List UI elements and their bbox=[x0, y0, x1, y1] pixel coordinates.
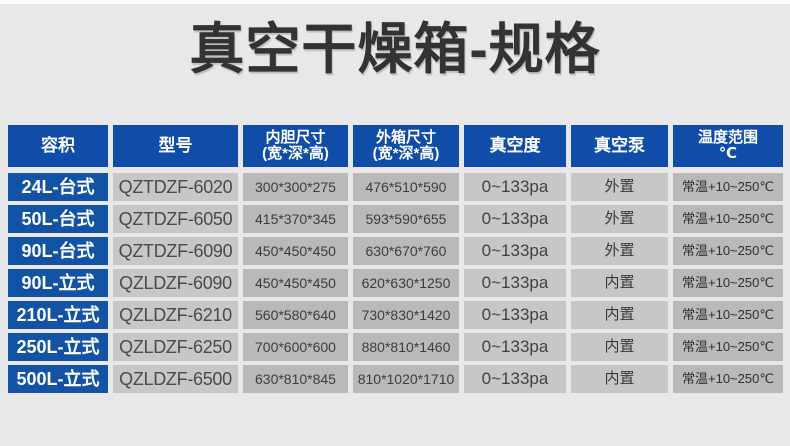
header-volume: 容积 bbox=[8, 125, 108, 167]
header-outer-size-sublabel: (宽*深*高) bbox=[372, 145, 440, 162]
page-title: 真空干燥箱-规格 bbox=[189, 18, 601, 80]
pump-cell: 内置 bbox=[571, 301, 668, 329]
table-row: 210L-立式 QZLDZF-6210 560*580*640 730*830*… bbox=[8, 301, 783, 329]
vacuum-cell: 0~133pa bbox=[464, 365, 566, 393]
table-row: 500L-立式 QZLDZF-6500 630*810*845 810*1020… bbox=[8, 365, 783, 393]
model-cell: QZLDZF-6090 bbox=[113, 269, 238, 297]
temp-range-cell: 常温+10~250℃ bbox=[673, 269, 783, 297]
outer-size-cell: 810*1020*1710 bbox=[353, 365, 459, 393]
temp-range-cell: 常温+10~250℃ bbox=[673, 365, 783, 393]
model-cell: QZLDZF-6210 bbox=[113, 301, 238, 329]
table-row: 90L-台式 QZTDZF-6090 450*450*450 630*670*7… bbox=[8, 237, 783, 265]
temp-range-cell: 常温+10~250℃ bbox=[673, 173, 783, 201]
outer-size-cell: 593*590*655 bbox=[353, 205, 459, 233]
outer-size-cell: 476*510*590 bbox=[353, 173, 459, 201]
temp-range-cell: 常温+10~250℃ bbox=[673, 301, 783, 329]
table-row: 90L-立式 QZLDZF-6090 450*450*450 620*630*1… bbox=[8, 269, 783, 297]
header-temp-range-sublabel: ℃ bbox=[718, 145, 738, 162]
pump-cell: 内置 bbox=[571, 365, 668, 393]
table-row: 50L-台式 QZTDZF-6050 415*370*345 593*590*6… bbox=[8, 205, 783, 233]
header-inner-size: 内胆尺寸 (宽*深*高) bbox=[243, 125, 348, 167]
header-temp-range: 温度范围 ℃ bbox=[673, 125, 783, 167]
header-vacuum-label: 真空度 bbox=[489, 136, 541, 156]
header-pump-label: 真空泵 bbox=[594, 136, 645, 156]
inner-size-cell: 450*450*450 bbox=[243, 237, 348, 265]
temp-range-cell: 常温+10~250℃ bbox=[673, 205, 783, 233]
vacuum-cell: 0~133pa bbox=[464, 237, 566, 265]
vacuum-cell: 0~133pa bbox=[464, 333, 566, 361]
outer-size-cell: 730*830*1420 bbox=[353, 301, 459, 329]
outer-size-cell: 620*630*1250 bbox=[353, 269, 459, 297]
model-cell: QZLDZF-6500 bbox=[113, 365, 238, 393]
inner-size-cell: 700*600*600 bbox=[243, 333, 348, 361]
model-cell: QZTDZF-6090 bbox=[113, 237, 238, 265]
table-row: 24L-台式 QZTDZF-6020 300*300*275 476*510*5… bbox=[8, 173, 783, 201]
model-cell: QZTDZF-6020 bbox=[113, 173, 238, 201]
header-volume-label: 容积 bbox=[41, 136, 75, 156]
inner-size-cell: 415*370*345 bbox=[243, 205, 348, 233]
table-header-row: 容积 型号 内胆尺寸 (宽*深*高) 外箱尺寸 (宽*深*高) 真空度 真空泵 温度… bbox=[8, 125, 783, 167]
header-inner-size-label: 内胆尺寸 bbox=[265, 129, 326, 147]
pump-cell: 外置 bbox=[571, 205, 668, 233]
vacuum-cell: 0~133pa bbox=[464, 301, 566, 329]
temp-range-cell: 常温+10~250℃ bbox=[673, 333, 783, 361]
volume-cell: 210L-立式 bbox=[8, 301, 108, 329]
volume-cell: 90L-台式 bbox=[8, 237, 108, 265]
header-inner-size-sublabel: (宽*深*高) bbox=[262, 145, 329, 162]
outer-size-cell: 880*810*1460 bbox=[353, 333, 459, 361]
temp-range-cell: 常温+10~250℃ bbox=[673, 237, 783, 265]
header-outer-size: 外箱尺寸 (宽*深*高) bbox=[353, 125, 459, 167]
header-model-label: 型号 bbox=[158, 136, 193, 156]
model-cell: QZLDZF-6250 bbox=[113, 333, 238, 361]
inner-size-cell: 630*810*845 bbox=[243, 365, 348, 393]
inner-size-cell: 300*300*275 bbox=[243, 173, 348, 201]
pump-cell: 外置 bbox=[571, 173, 668, 201]
volume-cell: 500L-立式 bbox=[8, 365, 108, 393]
vacuum-cell: 0~133pa bbox=[464, 269, 566, 297]
vacuum-cell: 0~133pa bbox=[464, 205, 566, 233]
outer-size-cell: 630*670*760 bbox=[353, 237, 459, 265]
table-row: 250L-立式 QZLDZF-6250 700*600*600 880*810*… bbox=[8, 333, 783, 361]
volume-cell: 90L-立式 bbox=[8, 269, 108, 297]
inner-size-cell: 450*450*450 bbox=[243, 269, 348, 297]
pump-cell: 外置 bbox=[571, 237, 668, 265]
volume-cell: 250L-立式 bbox=[8, 333, 108, 361]
inner-size-cell: 560*580*640 bbox=[243, 301, 348, 329]
vacuum-cell: 0~133pa bbox=[464, 173, 566, 201]
header-pump: 真空泵 bbox=[571, 125, 668, 167]
volume-cell: 24L-台式 bbox=[8, 173, 108, 201]
header-model: 型号 bbox=[113, 125, 238, 167]
header-outer-size-label: 外箱尺寸 bbox=[375, 129, 436, 147]
volume-cell: 50L-台式 bbox=[8, 205, 108, 233]
header-temp-range-label: 温度范围 bbox=[697, 129, 758, 147]
spec-table: 容积 型号 内胆尺寸 (宽*深*高) 外箱尺寸 (宽*深*高) 真空度 真空泵 温度… bbox=[8, 125, 783, 397]
model-cell: QZTDZF-6050 bbox=[113, 205, 238, 233]
header-vacuum: 真空度 bbox=[464, 125, 566, 167]
pump-cell: 内置 bbox=[571, 269, 668, 297]
pump-cell: 内置 bbox=[571, 333, 668, 361]
